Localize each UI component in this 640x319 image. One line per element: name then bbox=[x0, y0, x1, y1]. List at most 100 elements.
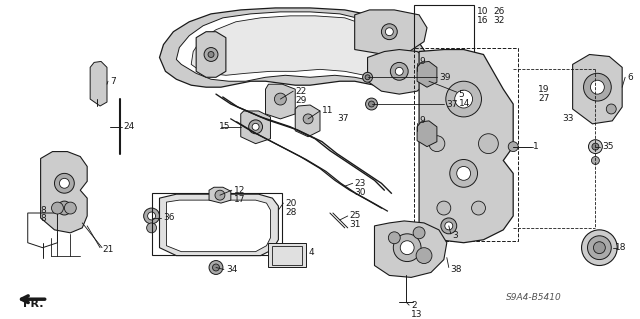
Circle shape bbox=[450, 160, 477, 187]
Circle shape bbox=[445, 222, 452, 230]
Circle shape bbox=[388, 232, 400, 244]
Circle shape bbox=[51, 202, 63, 214]
Circle shape bbox=[455, 90, 472, 108]
Polygon shape bbox=[417, 62, 437, 87]
Polygon shape bbox=[374, 221, 447, 278]
Circle shape bbox=[441, 218, 457, 234]
Circle shape bbox=[249, 120, 262, 134]
Circle shape bbox=[429, 136, 445, 152]
Bar bbox=[414, 5, 474, 55]
Text: 6: 6 bbox=[627, 73, 633, 82]
Text: 38: 38 bbox=[451, 265, 462, 274]
Polygon shape bbox=[241, 111, 271, 144]
Text: 29: 29 bbox=[295, 96, 307, 105]
Circle shape bbox=[589, 140, 602, 153]
Text: 17: 17 bbox=[234, 195, 245, 204]
Polygon shape bbox=[266, 84, 295, 119]
Circle shape bbox=[446, 81, 481, 117]
Circle shape bbox=[400, 241, 414, 255]
Polygon shape bbox=[295, 105, 320, 137]
Polygon shape bbox=[40, 152, 87, 233]
Circle shape bbox=[58, 201, 71, 215]
Circle shape bbox=[472, 201, 486, 215]
Circle shape bbox=[60, 178, 69, 188]
Circle shape bbox=[591, 157, 600, 165]
Bar bbox=[414, 48, 518, 241]
Text: 23: 23 bbox=[355, 179, 366, 188]
Text: 24: 24 bbox=[124, 122, 135, 131]
Circle shape bbox=[65, 202, 76, 214]
Polygon shape bbox=[419, 49, 513, 243]
Text: 14: 14 bbox=[459, 99, 470, 108]
Text: 37: 37 bbox=[337, 115, 348, 123]
Circle shape bbox=[394, 234, 421, 262]
Circle shape bbox=[381, 24, 397, 40]
Text: 20: 20 bbox=[285, 199, 297, 208]
Text: 7: 7 bbox=[110, 77, 116, 86]
Polygon shape bbox=[90, 62, 107, 106]
Circle shape bbox=[147, 223, 157, 233]
Circle shape bbox=[143, 208, 159, 224]
Circle shape bbox=[204, 48, 218, 62]
Circle shape bbox=[365, 98, 378, 110]
Text: 28: 28 bbox=[285, 208, 297, 217]
Circle shape bbox=[148, 212, 156, 220]
Bar bbox=[152, 193, 282, 255]
Text: 13: 13 bbox=[411, 309, 422, 319]
Circle shape bbox=[591, 80, 604, 94]
Text: 22: 22 bbox=[295, 87, 307, 96]
Circle shape bbox=[252, 123, 259, 130]
Polygon shape bbox=[196, 32, 226, 77]
Text: 31: 31 bbox=[349, 220, 361, 229]
Text: 11: 11 bbox=[322, 107, 333, 115]
Circle shape bbox=[396, 67, 403, 75]
Text: 25: 25 bbox=[349, 211, 361, 220]
Circle shape bbox=[390, 63, 408, 80]
Text: 27: 27 bbox=[538, 93, 549, 103]
Circle shape bbox=[208, 51, 214, 57]
Circle shape bbox=[303, 114, 313, 124]
Circle shape bbox=[437, 201, 451, 215]
Text: 1: 1 bbox=[533, 142, 539, 151]
Circle shape bbox=[212, 264, 220, 271]
Circle shape bbox=[584, 73, 611, 101]
Circle shape bbox=[369, 101, 374, 107]
Polygon shape bbox=[191, 16, 391, 75]
Polygon shape bbox=[417, 121, 437, 147]
Text: 9: 9 bbox=[419, 57, 425, 66]
Circle shape bbox=[413, 227, 425, 239]
Text: FR.: FR. bbox=[23, 299, 44, 309]
Circle shape bbox=[457, 167, 470, 180]
Polygon shape bbox=[159, 8, 427, 87]
Text: 30: 30 bbox=[355, 188, 366, 197]
Polygon shape bbox=[177, 12, 401, 81]
Text: 15: 15 bbox=[219, 122, 230, 131]
Bar bbox=[269, 243, 306, 268]
Text: 21: 21 bbox=[102, 245, 113, 254]
Text: 3: 3 bbox=[452, 231, 458, 240]
Text: 37: 37 bbox=[446, 100, 458, 108]
Text: 12: 12 bbox=[234, 186, 245, 195]
Text: 8: 8 bbox=[40, 205, 46, 215]
Circle shape bbox=[275, 93, 286, 105]
Polygon shape bbox=[367, 49, 429, 94]
Text: 36: 36 bbox=[163, 213, 175, 222]
Circle shape bbox=[582, 230, 617, 265]
Polygon shape bbox=[166, 200, 271, 252]
Text: 39: 39 bbox=[439, 73, 451, 82]
Circle shape bbox=[365, 75, 370, 80]
Circle shape bbox=[593, 242, 605, 254]
Text: 4: 4 bbox=[308, 248, 314, 257]
Circle shape bbox=[592, 143, 599, 150]
Text: 16: 16 bbox=[477, 16, 488, 25]
Polygon shape bbox=[209, 187, 231, 203]
Polygon shape bbox=[159, 194, 278, 256]
Bar bbox=[273, 246, 302, 264]
Text: 26: 26 bbox=[493, 7, 505, 16]
Text: 2: 2 bbox=[411, 300, 417, 310]
Circle shape bbox=[606, 104, 616, 114]
Circle shape bbox=[209, 261, 223, 274]
Text: 33: 33 bbox=[563, 115, 574, 123]
Circle shape bbox=[363, 72, 372, 82]
Text: 35: 35 bbox=[602, 142, 614, 151]
